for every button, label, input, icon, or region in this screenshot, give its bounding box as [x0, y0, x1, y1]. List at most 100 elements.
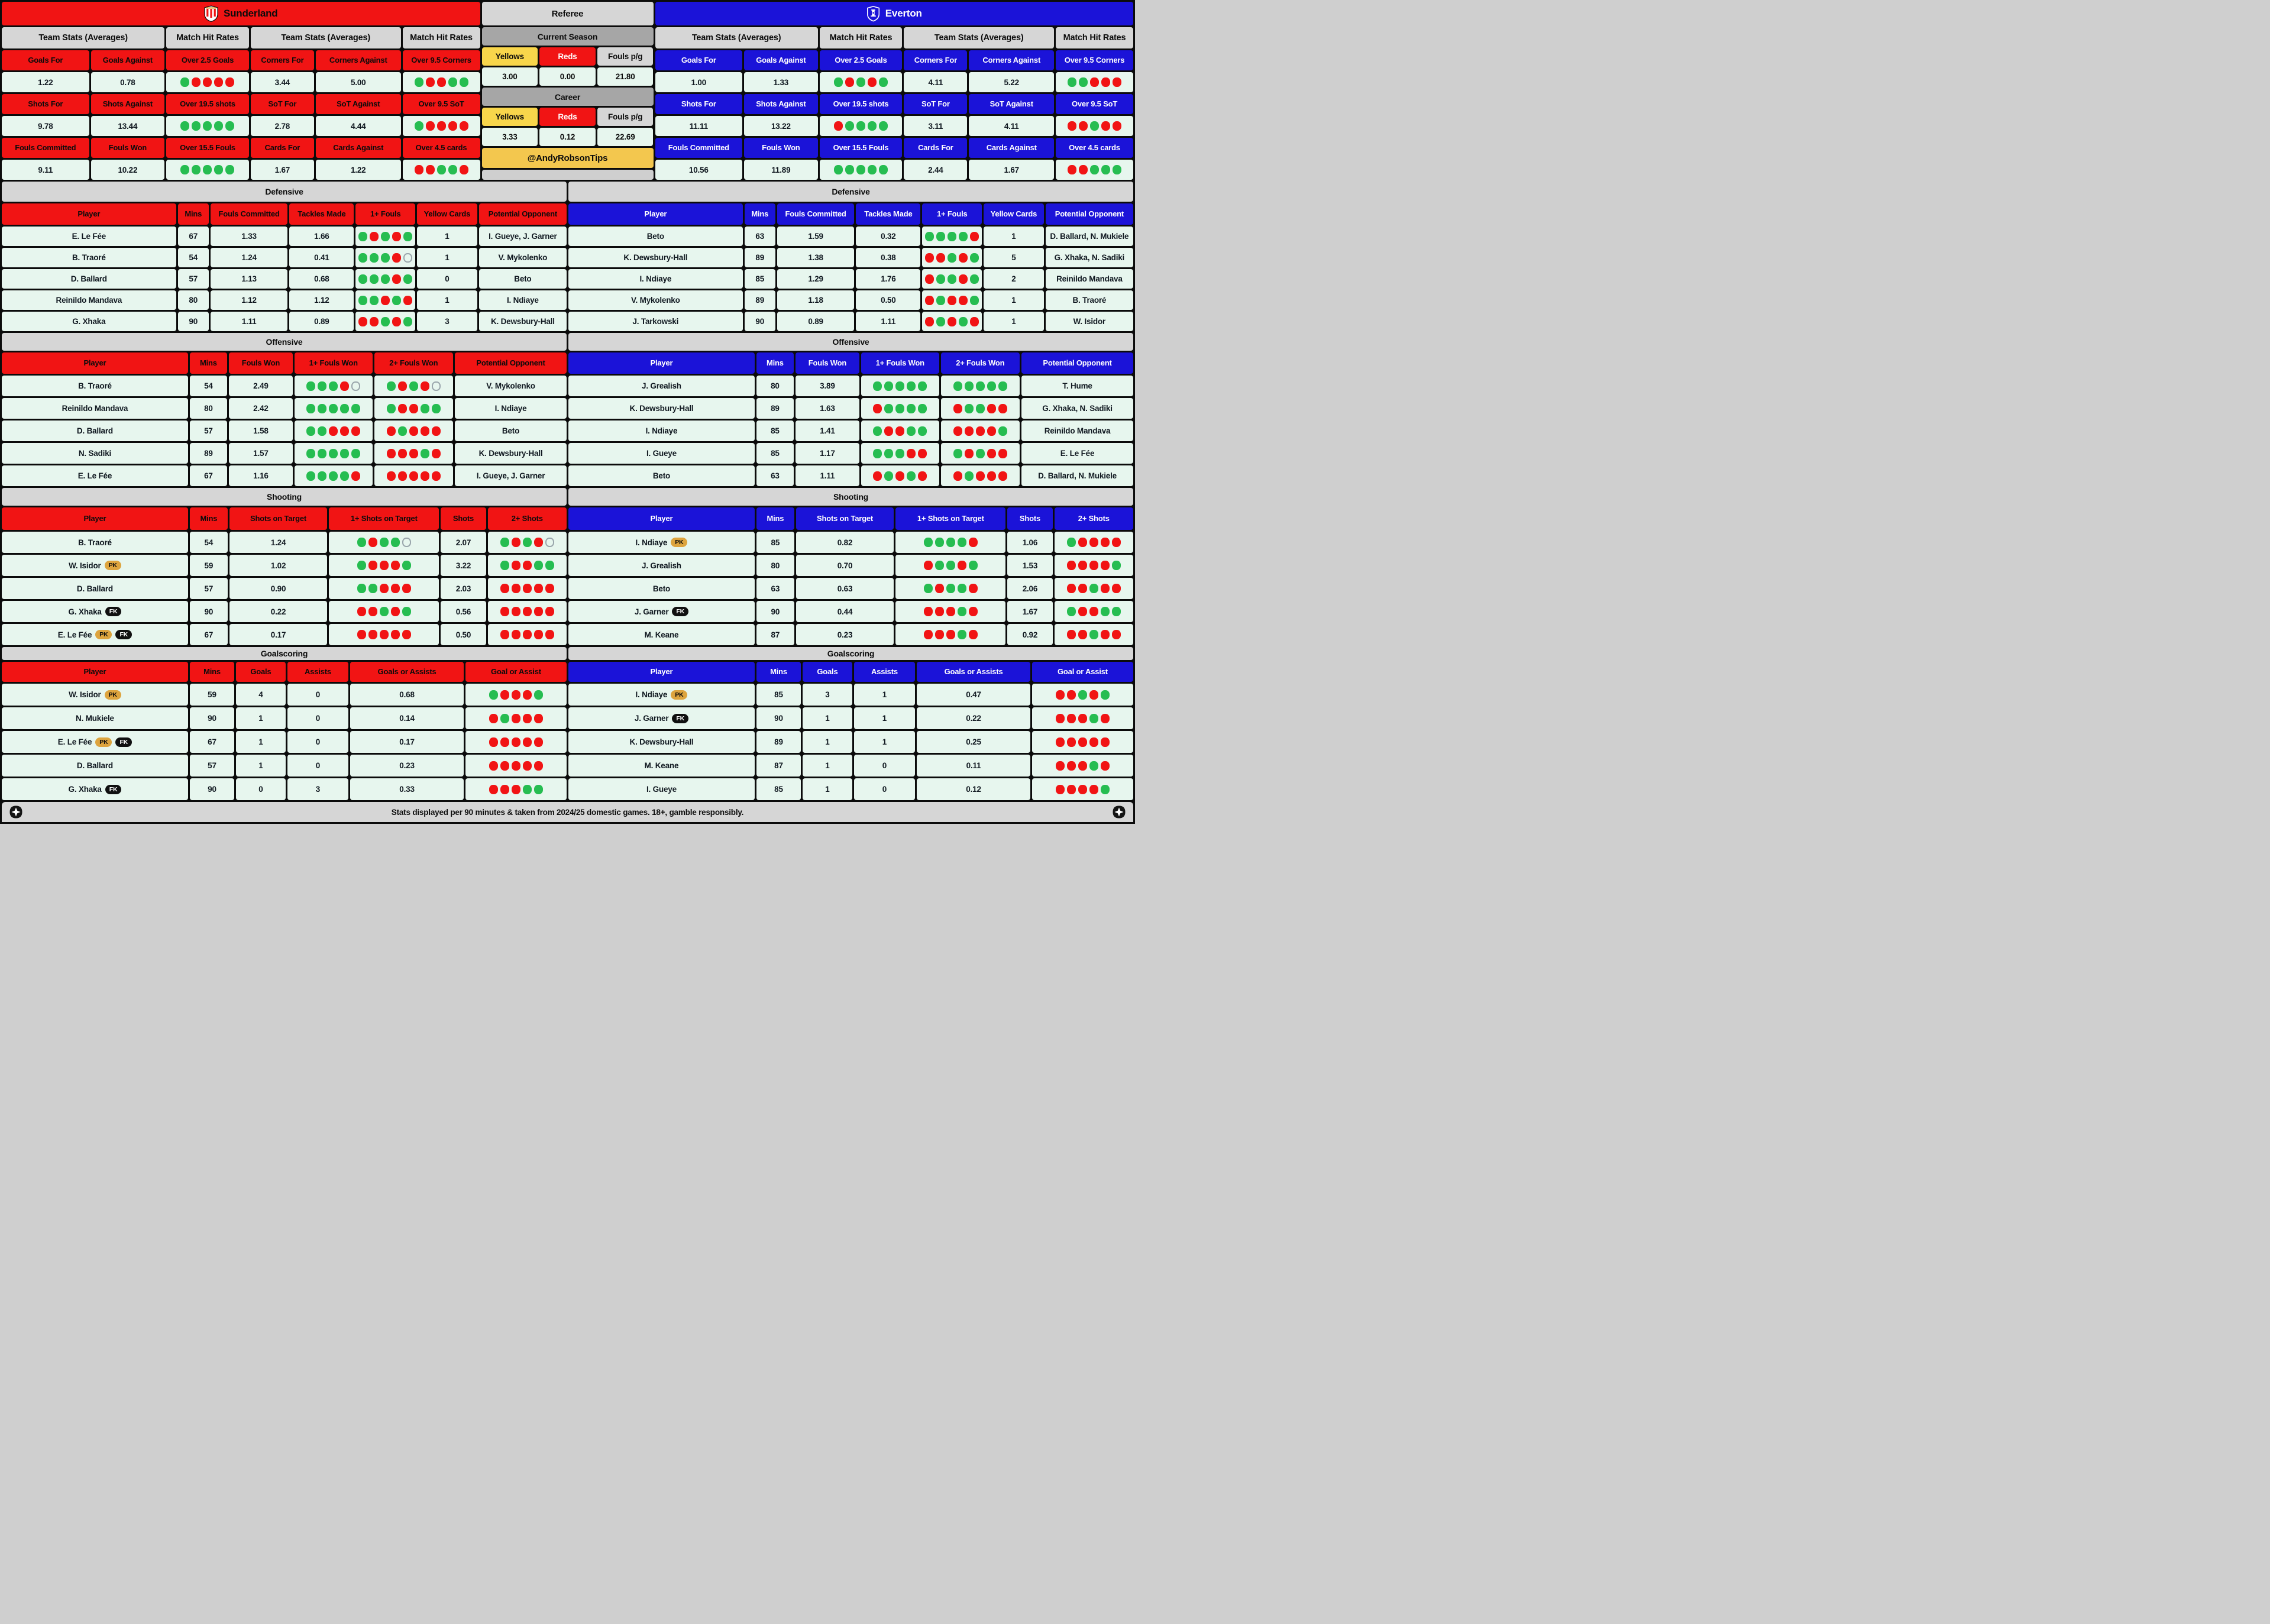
- author-handle: @AndyRobsonTips: [481, 148, 654, 168]
- hit-rate-cell: [402, 72, 480, 92]
- hit-dot-green: [306, 471, 316, 481]
- hit-dot-green: [1089, 761, 1098, 771]
- player-name: E. Le Fée: [72, 232, 106, 241]
- hit-dot-green: [1101, 165, 1111, 174]
- column-header: Fouls Committed: [210, 203, 288, 225]
- hit-rate-dots: [1055, 784, 1110, 794]
- hit-dot-green: [884, 403, 894, 413]
- column-header: 1+ Fouls Won: [294, 352, 373, 374]
- stat-column-header: SoT Against: [969, 94, 1055, 114]
- hit-rate-dots: [923, 584, 978, 593]
- hit-rate-dots: [925, 231, 979, 241]
- hit-dot-red: [390, 584, 400, 593]
- stat-value: 3.89: [795, 376, 859, 396]
- hit-dot-green: [225, 165, 235, 174]
- stat-value: E. Le Fée: [1021, 443, 1133, 464]
- section-title: Offensive: [568, 333, 1133, 351]
- everton-sections: Defensive Player Mins Fouls Committed Tackle…: [568, 182, 1133, 800]
- stat-value: W. Isidor: [1045, 312, 1133, 331]
- stat-column-header: Over 4.5 cards: [1056, 138, 1133, 158]
- column-header: Mins: [756, 662, 801, 682]
- hit-dot-green: [386, 403, 396, 413]
- hit-dot-green: [357, 538, 366, 547]
- dots-cell: [895, 532, 1006, 553]
- hit-dot-green: [545, 561, 554, 570]
- player-cell: M. Keane: [568, 755, 755, 777]
- fk-badge: FK: [672, 607, 688, 616]
- hit-dot-red: [987, 448, 996, 458]
- hit-dot-green: [1078, 690, 1087, 700]
- hit-rate-dots: [953, 426, 1007, 436]
- dots-cell: [861, 443, 939, 464]
- fk-badge: FK: [105, 784, 122, 794]
- hit-dot-green: [975, 448, 985, 458]
- stat-value: 0.38: [856, 248, 921, 267]
- hit-dot-red: [459, 165, 468, 174]
- stat-value: 54: [189, 532, 228, 553]
- stat-value: D. Ballard, N. Mukiele: [1045, 227, 1133, 246]
- stat-column-header: Over 19.5 shots: [819, 94, 903, 114]
- stat-value: 3.44: [250, 72, 314, 92]
- player-name: G. Xhaka: [72, 317, 106, 326]
- stat-value: 13.22: [744, 116, 818, 136]
- hit-dot-green: [970, 274, 979, 284]
- hit-dot-green: [214, 165, 224, 174]
- column-header: Goals or Assists: [917, 662, 1030, 682]
- stat-value: 1: [984, 290, 1044, 310]
- dots-cell: [861, 420, 939, 441]
- hit-dot-red: [895, 426, 905, 436]
- hit-dot-green: [192, 165, 201, 174]
- dots-cell: [895, 624, 1006, 645]
- hit-dot-red: [340, 381, 350, 391]
- stat-column-header: Shots For: [2, 94, 89, 114]
- hit-rate-dots: [386, 471, 441, 481]
- dots-cell: [1031, 755, 1133, 777]
- column-header: Potential Opponent: [1045, 203, 1133, 225]
- hit-rate-dots: [500, 561, 554, 570]
- player-cell: I. Ndiaye: [568, 420, 755, 441]
- hit-dot-red: [1101, 121, 1111, 131]
- stat-value: 63: [756, 578, 794, 599]
- dots-cell: [329, 601, 439, 622]
- stats-subheader: Match Hit Rates: [402, 27, 480, 48]
- stat-value: 89: [756, 398, 794, 419]
- hit-dot-red: [1068, 165, 1077, 174]
- player-cell: Reinildo Mandava: [2, 398, 188, 419]
- stat-value: 2.49: [228, 376, 293, 396]
- hit-dot-red: [1078, 713, 1087, 723]
- hit-dot-red: [379, 630, 389, 639]
- stat-value: 57: [177, 269, 209, 289]
- hit-dot-red: [975, 471, 985, 481]
- shooting-table: Player Mins Shots on Target 1+ Shots on Tar…: [2, 507, 567, 645]
- stat-value: 54: [189, 376, 227, 396]
- player-name: D. Ballard: [76, 584, 113, 593]
- stat-value: 0: [853, 755, 916, 777]
- referee-header-row: Yellows Reds Fouls p/g: [481, 47, 654, 66]
- player-name: N. Sadiki: [78, 449, 112, 458]
- hit-dot-green: [833, 165, 843, 174]
- hit-dot-red: [1100, 761, 1110, 771]
- hit-dot-red: [987, 471, 996, 481]
- stat-value: 0: [236, 778, 286, 800]
- stat-value: 57: [189, 755, 235, 777]
- hit-rate-dots: [489, 784, 543, 794]
- sunderland-crest-icon: [204, 5, 218, 22]
- stat-value: 1: [417, 290, 477, 310]
- hit-dot-red: [489, 784, 498, 794]
- column-header: Yellow Cards: [417, 203, 477, 225]
- hit-dot-red: [1100, 630, 1110, 639]
- dots-cell: [294, 443, 373, 464]
- hit-rate-dots: [489, 713, 543, 723]
- hit-dot-green: [203, 121, 212, 131]
- stat-value: 2.07: [441, 532, 486, 553]
- hit-dot-green: [946, 538, 955, 547]
- stat-value: 1.53: [1007, 555, 1053, 576]
- player-cell: B. Traoré: [2, 376, 188, 396]
- hit-dot-red: [500, 784, 509, 794]
- dots-cell: [355, 290, 416, 310]
- stat-value: 80: [756, 376, 794, 396]
- column-header: Mins: [189, 507, 228, 530]
- stat-value: 0.50: [856, 290, 921, 310]
- hit-dot-green: [934, 561, 944, 570]
- hit-dot-red: [957, 561, 966, 570]
